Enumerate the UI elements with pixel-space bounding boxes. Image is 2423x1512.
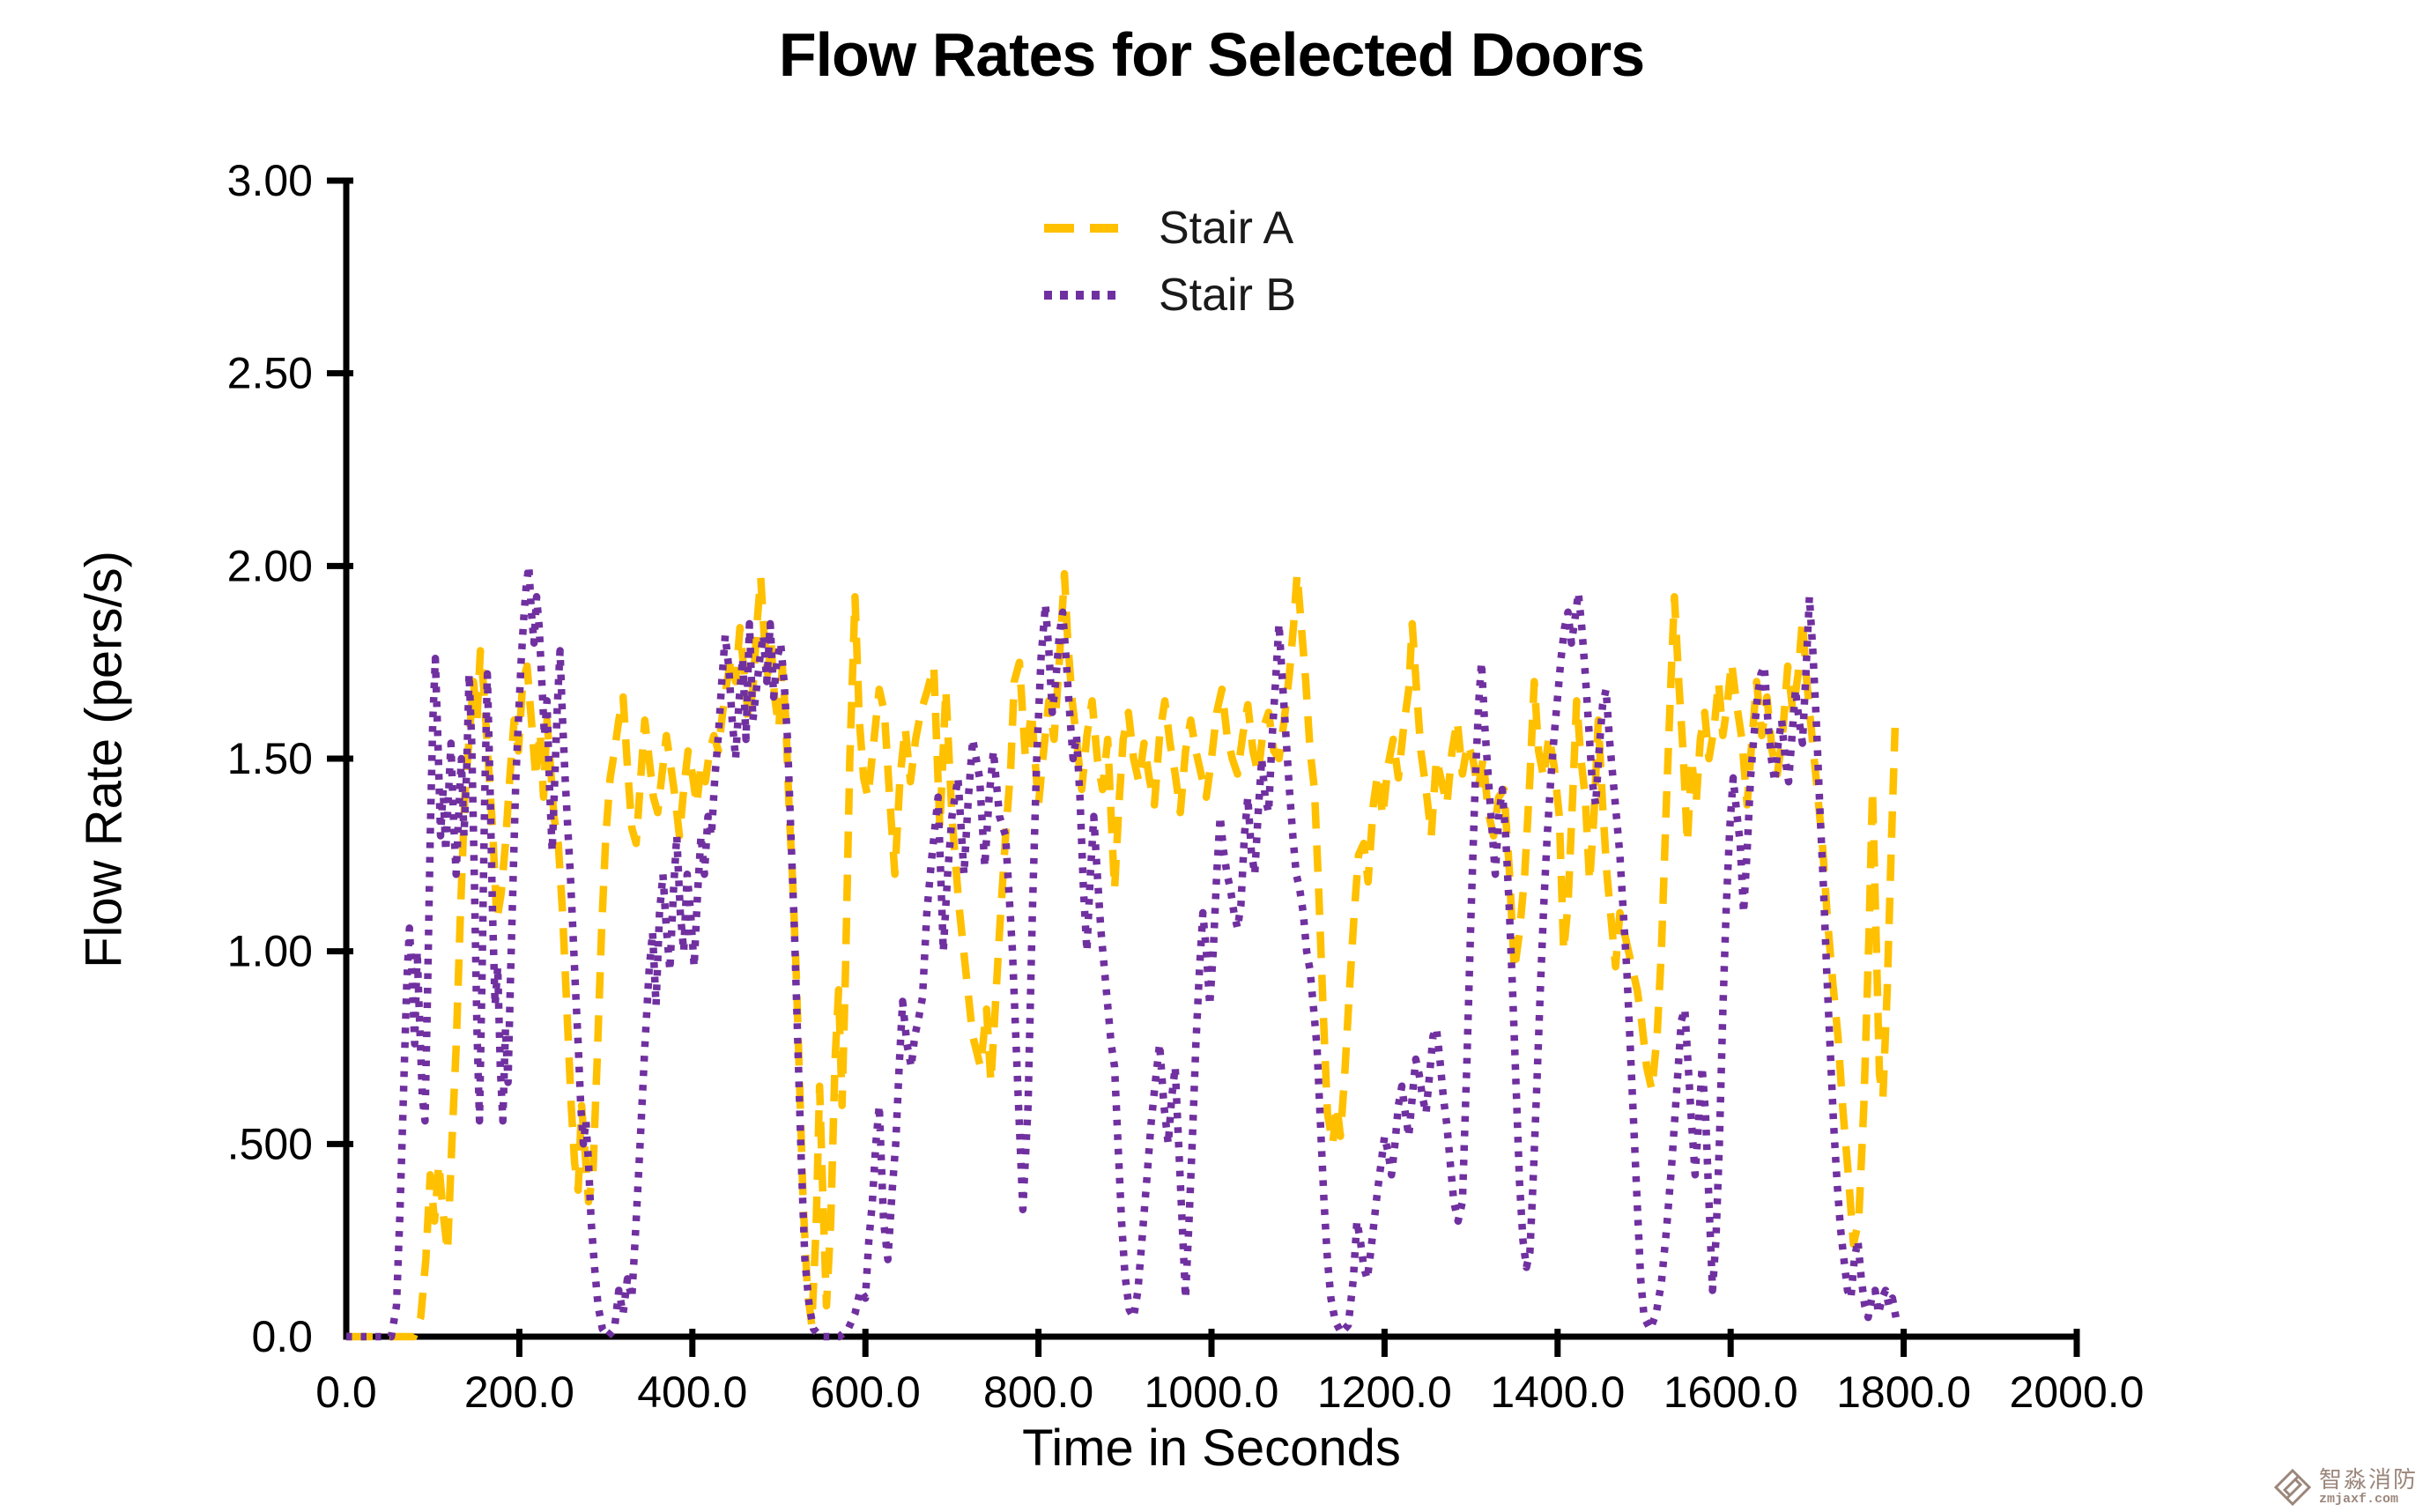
y-tick-label: 3.00 — [227, 156, 313, 205]
watermark-brand: 智淼消防 — [2318, 1466, 2418, 1493]
chart-title: Flow Rates for Selected Doors — [778, 20, 1645, 89]
x-tick-label: 0.0 — [315, 1367, 377, 1417]
x-tick-label: 800.0 — [983, 1367, 1093, 1417]
series-line-stair-b — [346, 562, 1900, 1341]
x-tick-label: 200.0 — [464, 1367, 574, 1417]
stair-b-line-swatch — [1044, 291, 1118, 300]
watermark: 智淼消防 zmjaxf.com — [2273, 1468, 2418, 1507]
x-axis-title: Time in Seconds — [1022, 1419, 1401, 1477]
y-tick-label: 0.0 — [251, 1312, 313, 1361]
x-tick-label: 400.0 — [637, 1367, 747, 1417]
series-line-stair-a — [346, 569, 1900, 1341]
legend-label-stair-b: Stair B — [1159, 270, 1297, 321]
legend-item-stair-a: Stair A — [1044, 201, 1296, 256]
y-tick-label: 2.50 — [227, 349, 313, 398]
y-tick-label: 2.00 — [227, 541, 313, 590]
x-tick-label: 600.0 — [811, 1367, 921, 1417]
y-tick-label: 1.00 — [227, 927, 313, 976]
y-tick-label: .500 — [227, 1119, 313, 1168]
x-tick-label: 1400.0 — [1490, 1367, 1625, 1417]
watermark-logo-icon — [2273, 1468, 2312, 1507]
watermark-domain: zmjaxf.com — [2318, 1491, 2398, 1507]
x-tick-label: 1600.0 — [1663, 1367, 1798, 1417]
legend: Stair A Stair B — [1044, 201, 1296, 322]
legend-label-stair-a: Stair A — [1159, 203, 1294, 254]
x-tick-label: 1000.0 — [1145, 1367, 1279, 1417]
y-tick-label: 1.50 — [227, 734, 313, 783]
stair-a-line-swatch — [1044, 224, 1118, 233]
legend-item-stair-b: Stair B — [1044, 268, 1296, 322]
x-tick-label: 1800.0 — [1836, 1367, 1971, 1417]
x-tick-label: 1200.0 — [1317, 1367, 1452, 1417]
x-tick-label: 2000.0 — [2010, 1367, 2145, 1417]
